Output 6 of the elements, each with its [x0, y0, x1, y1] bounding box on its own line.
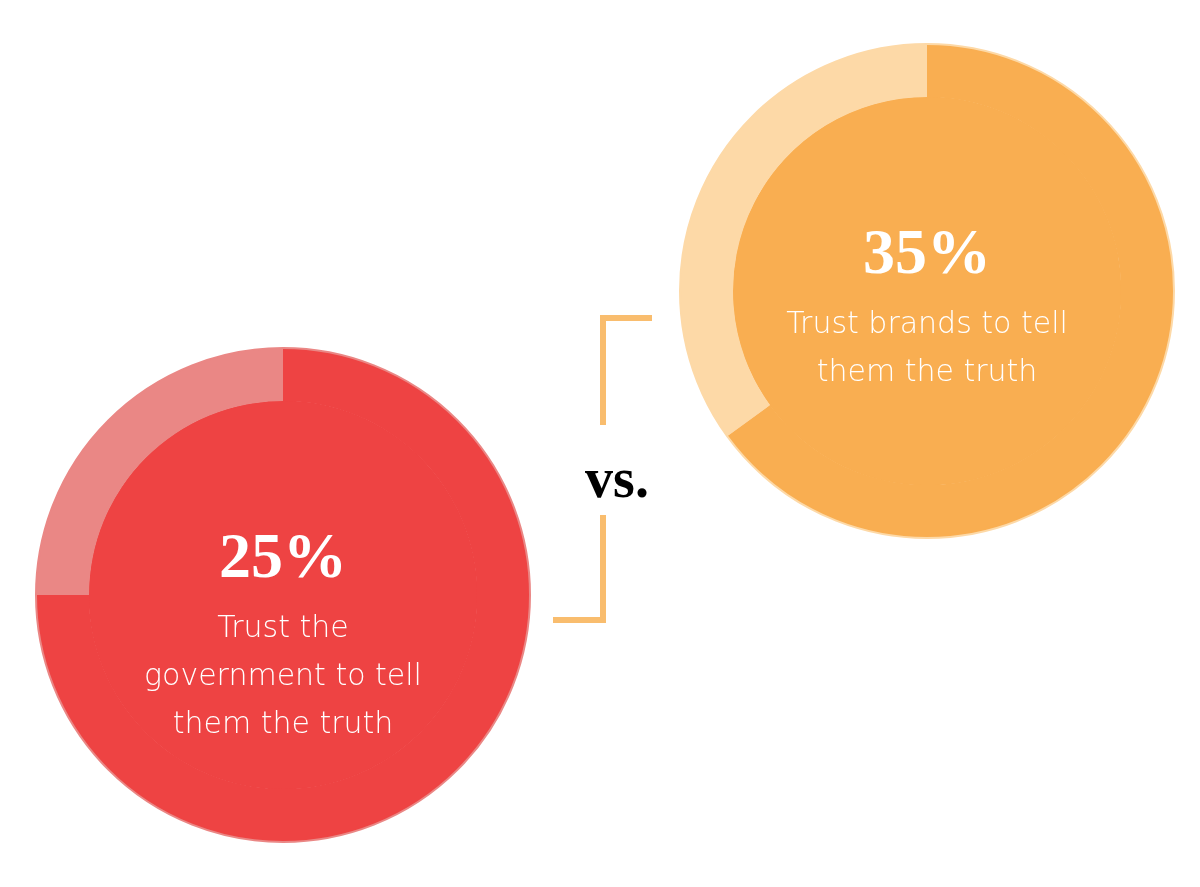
text: Trust brands to tell them the truth — [786, 305, 1068, 388]
text: Trust the government to tell them the truth — [144, 609, 422, 740]
data-label: 25% — [219, 520, 347, 591]
data-label: 35% — [863, 216, 991, 287]
text: vs. — [585, 447, 649, 509]
donut-slice — [727, 44, 1174, 538]
